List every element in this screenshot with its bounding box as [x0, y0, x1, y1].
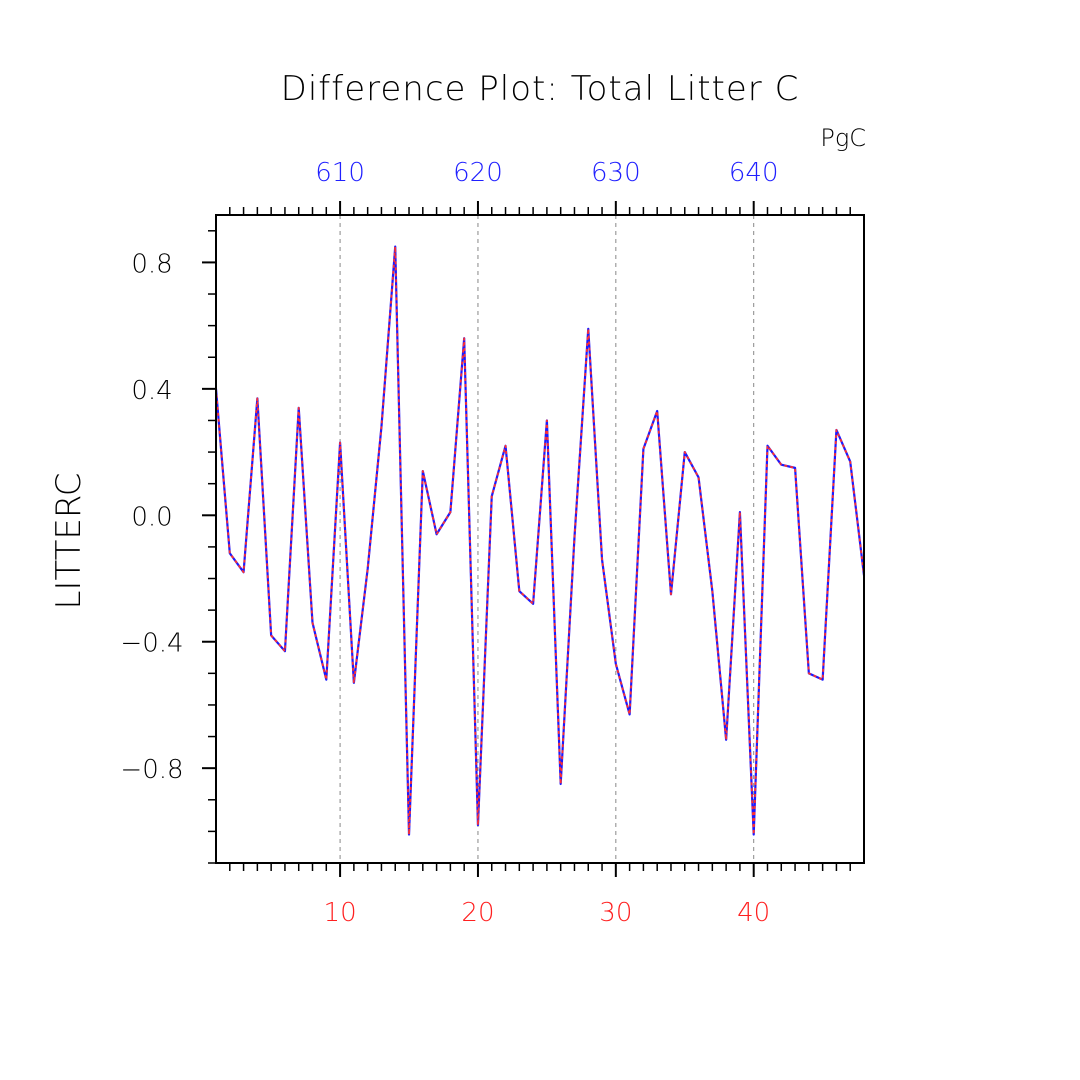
x-bottom-tick-label: 30	[599, 898, 632, 928]
y-tick-label: 0.8	[131, 249, 172, 279]
x-top-tick-labels: 610 620 630 640	[315, 158, 778, 188]
x-bottom-tick-label: 40	[737, 898, 770, 928]
grid-lines	[339, 215, 755, 863]
y-axis-label: LITTERC	[49, 472, 89, 609]
minor-ticks	[208, 207, 851, 871]
plot-frame	[215, 214, 865, 864]
x-bottom-tick-label: 20	[461, 898, 494, 928]
major-ticks	[202, 201, 755, 877]
y-tick-label: −0.4	[120, 629, 183, 659]
y-tick-label: −0.8	[120, 755, 183, 785]
series-line	[214, 245, 866, 836]
x-top-tick-label: 610	[315, 158, 365, 188]
x-bottom-tick-labels: 10 20 30 40	[324, 898, 771, 928]
series-lines	[214, 245, 866, 836]
x-top-tick-label: 640	[729, 158, 779, 188]
series-line-overlay	[215, 245, 865, 836]
y-tick-label: 0.0	[131, 502, 172, 532]
y-tick-label: 0.4	[131, 376, 172, 406]
units-label: PgC	[820, 124, 866, 152]
x-top-tick-label: 620	[453, 158, 503, 188]
chart-title: Difference Plot: Total Litter C	[281, 69, 800, 109]
y-tick-labels: 0.8 0.4 0.0 −0.4 −0.8	[120, 249, 183, 785]
x-top-tick-label: 630	[591, 158, 641, 188]
x-bottom-tick-label: 10	[324, 898, 357, 928]
